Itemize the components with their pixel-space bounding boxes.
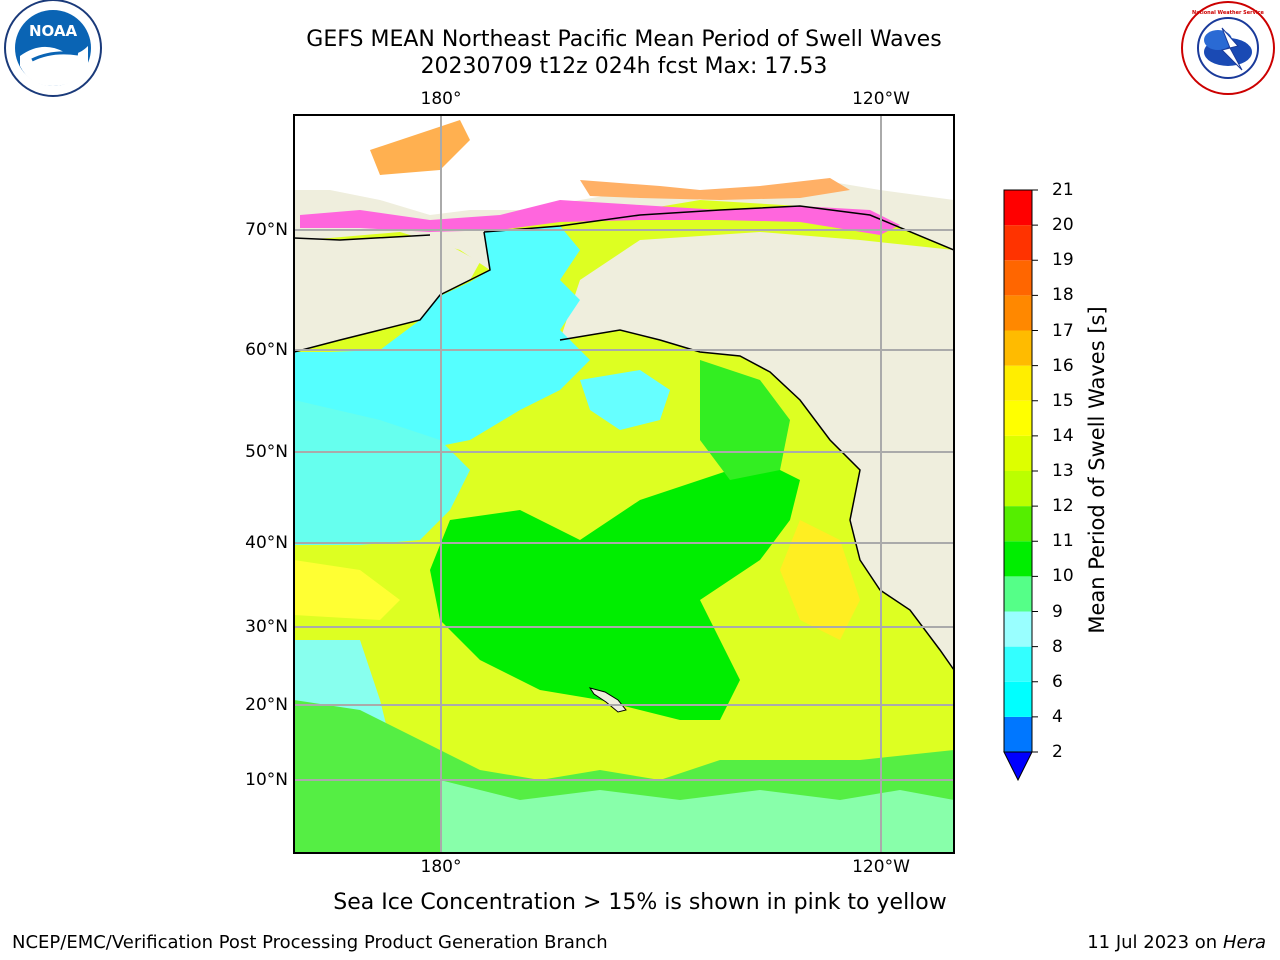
sea-ice-caption: Sea Ice Concentration > 15% is shown in …	[333, 890, 947, 915]
colorbar-segment	[1004, 260, 1032, 296]
colorbar-title: Mean Period of Swell Waves [s]	[1085, 306, 1109, 634]
colorbar-tick-label: 4	[1052, 706, 1063, 727]
footer-credit: NCEP/EMC/Verification Post Processing Pr…	[12, 932, 608, 953]
chart-title: GEFS MEAN Northeast Pacific Mean Period …	[306, 27, 942, 52]
colorbar-segment	[1004, 611, 1032, 647]
colorbar-segment	[1004, 435, 1032, 471]
lat-label-50n: 50°N	[245, 442, 288, 462]
colorbar-tick-label: 16	[1052, 355, 1074, 376]
colorbar-segment	[1004, 190, 1032, 226]
colorbar-tick-label: 14	[1052, 425, 1074, 446]
coastline-arctic	[294, 205, 954, 251]
noaa-logo: NOAA	[4, 0, 102, 97]
colorbar-tick-label: 19	[1052, 250, 1074, 271]
colorbar-segment	[1004, 506, 1032, 542]
colorbar-tick-label: 10	[1052, 566, 1074, 587]
colorbar-segment	[1004, 295, 1032, 331]
gridlines	[294, 115, 954, 853]
sea-ice-orange	[370, 120, 470, 175]
colorbar-tick-label: 17	[1052, 320, 1074, 341]
footer-date: 11 Jul 2023 on Hera	[1087, 932, 1266, 953]
lon-label-bottom-120w: 120°W	[852, 857, 910, 877]
colorbar-tick-label: 9	[1052, 601, 1063, 622]
green-band	[430, 460, 800, 720]
colorbar-segment	[1004, 681, 1032, 717]
colorbar-segment	[1004, 330, 1032, 366]
colorbar-tick-label: 2	[1052, 742, 1063, 762]
coastline-ak	[294, 231, 954, 671]
land-alaska-north	[294, 235, 480, 352]
colorbar-tick-label: 20	[1052, 215, 1074, 236]
colorbar-segment	[1004, 225, 1032, 261]
map-frame	[293, 114, 955, 854]
lat-label-20n: 20°N	[245, 695, 288, 715]
colorbar-tick-label: 13	[1052, 461, 1074, 481]
colorbar-tick-label: 6	[1052, 671, 1063, 692]
colorbar-tick-label: 18	[1052, 285, 1074, 306]
lon-label-top-120w: 120°W	[852, 89, 910, 109]
chart-subtitle: 20230709 t12z 024h fcst Max: 17.53	[420, 54, 828, 79]
lat-label-10n: 10°N	[245, 770, 288, 790]
colorbar-segment	[1004, 541, 1032, 577]
svg-text:NOAA: NOAA	[29, 22, 78, 40]
lat-label-70n: 70°N	[245, 220, 288, 240]
colorbar-tick-label: 21	[1052, 180, 1074, 200]
colorbar-segment	[1004, 646, 1032, 682]
colorbar-segment	[1004, 400, 1032, 436]
lat-label-40n: 40°N	[245, 533, 288, 553]
colorbar-segment	[1004, 576, 1032, 612]
colorbar-tick-label: 8	[1052, 636, 1063, 657]
land-northamerica	[560, 232, 954, 670]
colorbar-tick-label: 15	[1052, 390, 1074, 411]
lon-label-bottom-180: 180°	[420, 857, 462, 877]
nws-logo: National Weather Service	[1181, 1, 1275, 95]
colorbar-extend-arrow	[1003, 751, 1033, 782]
lat-label-30n: 30°N	[245, 617, 288, 637]
colorbar-tick-label: 12	[1052, 496, 1074, 517]
colorbar-segment	[1004, 365, 1032, 401]
colorbar-tick-label: 11	[1052, 531, 1074, 552]
svg-text:National Weather Service: National Weather Service	[1192, 10, 1265, 16]
colorbar-segment	[1004, 716, 1032, 752]
lon-label-top-180: 180°	[420, 89, 462, 109]
colorbar-segment	[1004, 471, 1032, 507]
lat-label-60n: 60°N	[245, 340, 288, 360]
